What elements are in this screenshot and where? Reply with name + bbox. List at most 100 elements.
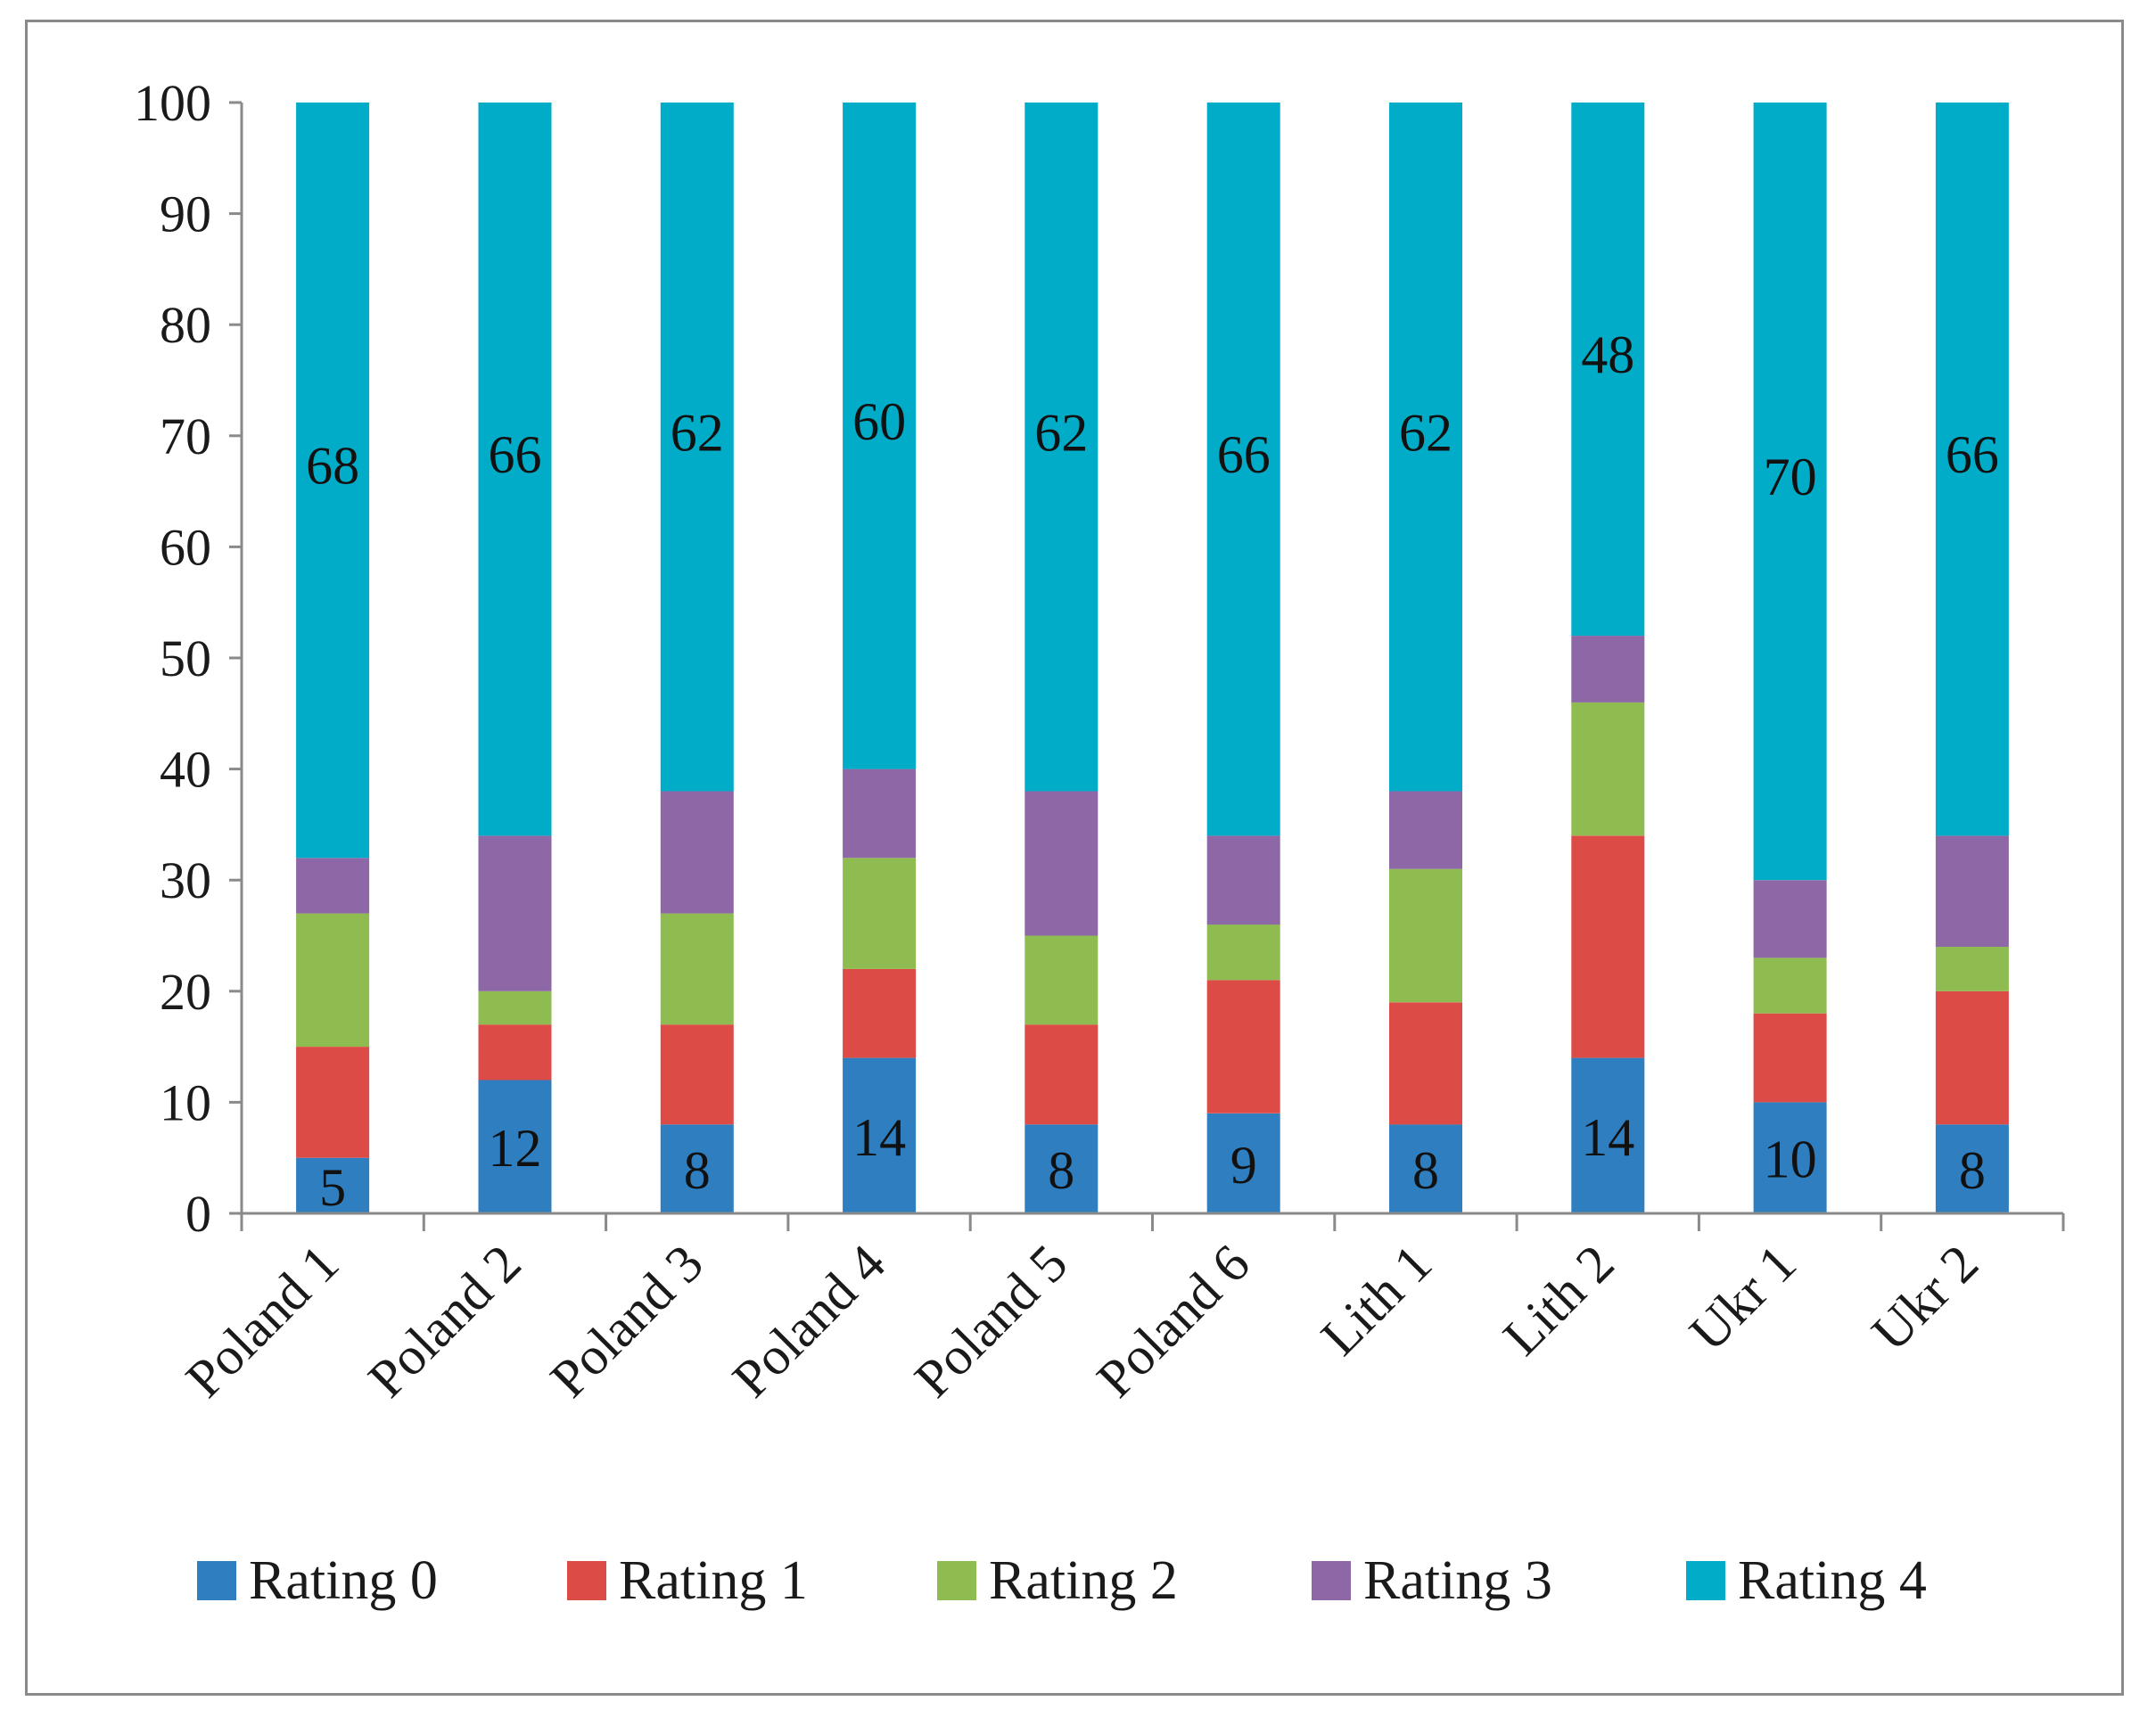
bar-segment-rating-0-lith-2 xyxy=(1571,1057,1645,1213)
data-label-rating-4-poland-3: 62 xyxy=(671,403,724,462)
bar-segment-rating-4-poland-2 xyxy=(478,103,552,836)
bar-segment-rating-1-poland-3 xyxy=(660,1024,734,1125)
bar-segment-rating-0-poland-3 xyxy=(660,1124,734,1213)
bar-segment-rating-4-lith-2 xyxy=(1571,103,1645,637)
legend-label-rating-3: Rating 3 xyxy=(1363,1550,1552,1611)
legend-label-rating-1: Rating 1 xyxy=(619,1550,808,1611)
y-tick-label: 0 xyxy=(185,1185,211,1243)
data-label-rating-0-ukr-2: 8 xyxy=(1959,1141,1986,1200)
x-category-label: Poland 2 xyxy=(357,1234,531,1409)
bar-segment-rating-3-poland-5 xyxy=(1025,791,1099,936)
x-category-label: Lith 2 xyxy=(1492,1234,1625,1367)
bar-segment-rating-0-lith-1 xyxy=(1389,1124,1462,1213)
bar-segment-rating-2-poland-3 xyxy=(660,913,734,1025)
bar-segment-rating-4-poland-5 xyxy=(1025,103,1099,792)
data-label-rating-0-ukr-1: 10 xyxy=(1764,1130,1817,1189)
bar-segment-rating-1-ukr-2 xyxy=(1935,990,2009,1125)
data-label-rating-4-lith-1: 62 xyxy=(1399,403,1452,462)
bar-segment-rating-0-poland-5 xyxy=(1025,1124,1099,1213)
data-label-rating-0-poland-5: 8 xyxy=(1048,1141,1074,1200)
legend-swatch-rating-1 xyxy=(567,1561,606,1600)
bar-segment-rating-1-lith-2 xyxy=(1571,835,1645,1058)
x-category-label: Poland 4 xyxy=(721,1234,896,1409)
data-label-rating-4-ukr-2: 66 xyxy=(1946,425,1999,484)
bar-segment-rating-3-poland-2 xyxy=(478,835,552,991)
bar-segment-rating-2-ukr-2 xyxy=(1935,947,2009,991)
y-tick-label: 80 xyxy=(160,296,211,354)
legend-swatch-rating-3 xyxy=(1312,1561,1351,1600)
data-label-rating-0-poland-4: 14 xyxy=(852,1108,906,1167)
y-tick-label: 30 xyxy=(160,851,211,909)
x-category-label: Lith 1 xyxy=(1310,1234,1443,1367)
bar-segment-rating-3-lith-2 xyxy=(1571,636,1645,703)
bar-segment-rating-3-ukr-2 xyxy=(1935,835,2009,947)
bar-segment-rating-1-poland-2 xyxy=(478,1024,552,1081)
bar-segment-rating-2-poland-4 xyxy=(843,858,917,969)
bar-segment-rating-2-lith-2 xyxy=(1571,702,1645,836)
data-label-rating-0-lith-1: 8 xyxy=(1412,1141,1439,1200)
data-label-rating-4-lith-2: 48 xyxy=(1581,325,1634,384)
bar-segment-rating-4-ukr-1 xyxy=(1753,103,1827,881)
bar-segment-rating-2-poland-1 xyxy=(296,913,370,1048)
x-category-label: Poland 5 xyxy=(903,1234,1078,1409)
x-category-label: Ukr 1 xyxy=(1678,1234,1806,1362)
bar-segment-rating-0-poland-4 xyxy=(843,1057,917,1213)
bar-segment-rating-3-poland-3 xyxy=(660,791,734,914)
bar-segment-rating-3-poland-4 xyxy=(843,768,917,859)
bar-segment-rating-4-poland-3 xyxy=(660,103,734,792)
bar-segment-rating-2-ukr-1 xyxy=(1753,957,1827,1014)
bar-segment-rating-3-poland-1 xyxy=(296,858,370,914)
legend-swatch-rating-0 xyxy=(197,1561,236,1600)
legend: Rating 0 Rating 1 Rating 2 Rating 3 Rating 4 xyxy=(197,1550,1927,1611)
legend-swatch-rating-4 xyxy=(1686,1561,1725,1600)
bar-segment-rating-4-ukr-2 xyxy=(1935,103,2009,836)
legend-label-rating-2: Rating 2 xyxy=(989,1550,1178,1611)
data-label-rating-4-poland-6: 66 xyxy=(1217,425,1271,484)
bar-segment-rating-4-poland-6 xyxy=(1206,103,1280,836)
y-tick-label: 90 xyxy=(160,185,211,243)
data-label-rating-4-poland-5: 62 xyxy=(1034,403,1088,462)
bar-segment-rating-4-lith-1 xyxy=(1389,103,1462,792)
legend-swatch-rating-2 xyxy=(937,1561,976,1600)
bar-segment-rating-4-poland-1 xyxy=(296,103,370,859)
bar-segment-rating-0-poland-1 xyxy=(296,1157,370,1213)
bar-segment-rating-4-poland-4 xyxy=(843,103,917,769)
bar-segment-rating-0-poland-6 xyxy=(1206,1113,1280,1213)
data-labels-layer: 5 68 12 66 8 62 14 60 8 62 9 66 8 62 14 48 10 70 8 66 xyxy=(306,325,1999,1217)
x-category-label: Poland 1 xyxy=(175,1234,350,1409)
bar-segment-rating-3-ukr-1 xyxy=(1753,880,1827,958)
bars-layer xyxy=(296,103,2009,1213)
bar-segment-rating-1-poland-1 xyxy=(296,1047,370,1158)
chart-frame: 0 10 20 30 40 50 60 70 80 90 100 Poland 1 Poland 2 Po… xyxy=(25,20,2124,1696)
data-label-rating-0-poland-1: 5 xyxy=(319,1158,346,1217)
data-label-rating-0-poland-2: 12 xyxy=(489,1119,542,1178)
bar-segment-rating-1-poland-5 xyxy=(1025,1024,1099,1125)
y-tick-label: 50 xyxy=(160,629,211,687)
legend-label-rating-0: Rating 0 xyxy=(249,1550,438,1611)
bar-segment-rating-2-poland-5 xyxy=(1025,935,1099,1025)
y-tick-label: 40 xyxy=(160,741,211,799)
bar-segment-rating-3-lith-1 xyxy=(1389,791,1462,869)
bar-segment-rating-1-ukr-1 xyxy=(1753,1013,1827,1103)
y-tick-label: 10 xyxy=(160,1073,211,1131)
data-label-rating-4-ukr-1: 70 xyxy=(1764,448,1817,506)
bar-segment-rating-0-ukr-1 xyxy=(1753,1102,1827,1213)
data-label-rating-4-poland-4: 60 xyxy=(852,392,906,451)
bar-segment-rating-3-poland-6 xyxy=(1206,835,1280,925)
y-tick-label: 70 xyxy=(160,407,211,465)
bar-segment-rating-0-poland-2 xyxy=(478,1080,552,1213)
bar-segment-rating-1-poland-4 xyxy=(843,968,917,1058)
bar-segment-rating-2-poland-6 xyxy=(1206,925,1280,981)
data-label-rating-4-poland-2: 66 xyxy=(489,425,542,484)
data-label-rating-4-poland-1: 68 xyxy=(306,437,359,496)
legend-label-rating-4: Rating 4 xyxy=(1738,1550,1927,1611)
y-tick-label: 60 xyxy=(160,518,211,576)
bar-segment-rating-0-ukr-2 xyxy=(1935,1124,2009,1213)
x-category-label: Poland 6 xyxy=(1086,1234,1261,1409)
bar-segment-rating-1-lith-1 xyxy=(1389,1002,1462,1125)
data-label-rating-0-poland-6: 9 xyxy=(1230,1136,1257,1195)
stacked-bar-chart: 0 10 20 30 40 50 60 70 80 90 100 Poland 1 Poland 2 Po… xyxy=(134,74,2065,1611)
y-tick-label: 100 xyxy=(134,74,211,132)
x-category-label: Ukr 2 xyxy=(1861,1234,1989,1362)
y-tick-label: 20 xyxy=(160,963,211,1021)
